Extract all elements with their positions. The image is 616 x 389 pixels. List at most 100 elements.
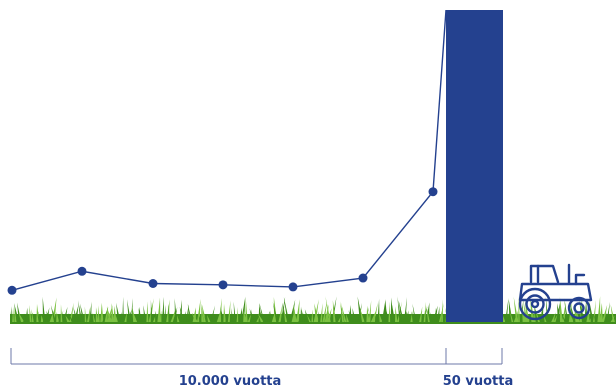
grass-blade: [547, 313, 552, 322]
grass-blade: [179, 306, 185, 322]
grass-blade: [273, 297, 278, 322]
grass-blade: [176, 314, 180, 322]
data-point-2: [148, 279, 158, 288]
grass-blade: [183, 311, 187, 322]
grass-blade: [210, 314, 215, 322]
grass-blade: [216, 309, 221, 322]
grass-blade: [46, 310, 51, 322]
grass-blade: [95, 307, 99, 322]
grass-blade: [213, 313, 217, 322]
grass-blade: [115, 314, 119, 322]
grass-blade: [12, 307, 14, 322]
grass-blade: [18, 312, 25, 322]
grass-blade: [10, 306, 12, 322]
grass-blade: [143, 305, 147, 322]
grass-blade: [278, 305, 283, 322]
span-label-10000-years: 10.000 vuotta: [179, 374, 282, 389]
data-point-4: [288, 282, 298, 292]
grass-blade: [296, 299, 300, 322]
grass-blade: [426, 305, 430, 322]
grass-blade: [370, 310, 377, 322]
grass-blade: [257, 313, 264, 322]
grass-blade: [271, 315, 275, 322]
data-point-0: [7, 285, 17, 295]
grass-ground: [10, 314, 616, 324]
data-point-6: [428, 187, 438, 197]
grass-blade: [610, 304, 615, 322]
grass-blade: [269, 310, 272, 322]
grass-blade: [170, 308, 176, 322]
grass-blade: [267, 311, 271, 322]
grass-blade: [388, 301, 391, 322]
grass-blade: [138, 307, 143, 322]
grass-blade: [191, 312, 198, 322]
grass-blade: [364, 307, 369, 322]
grass-blade: [368, 300, 372, 322]
grass-blade: [17, 302, 22, 322]
grass-blade: [89, 301, 92, 322]
grass-blade: [593, 300, 596, 322]
grass-blade: [589, 301, 594, 322]
grass-blade: [564, 298, 569, 322]
grass-blade: [544, 315, 547, 322]
grass-blade: [68, 312, 74, 322]
grass-blade: [313, 299, 319, 322]
grass-blade: [249, 308, 255, 322]
grass-blade: [301, 308, 305, 322]
grass-blade: [395, 306, 398, 322]
grass-blade: [40, 315, 44, 322]
grass-blade: [73, 306, 79, 322]
grass-blade: [154, 310, 158, 322]
grass-blade: [608, 314, 612, 322]
grass-blade: [146, 301, 149, 322]
grass-blade: [366, 305, 370, 322]
grass-blade: [377, 298, 380, 322]
grass-blade: [379, 313, 383, 322]
grass-blade: [14, 302, 20, 322]
grass-blade: [439, 303, 444, 322]
grass-blade: [545, 296, 549, 322]
grass-blade: [201, 304, 207, 322]
grass-blade: [304, 309, 310, 322]
grass-blade: [359, 307, 365, 322]
grass-blade: [231, 308, 234, 322]
grass-blade: [42, 296, 46, 322]
grass-blade: [311, 309, 314, 322]
grass-blade: [384, 304, 390, 322]
grass-blade: [293, 304, 297, 322]
grass-blade: [201, 303, 204, 322]
grass-blade: [283, 297, 290, 322]
grass-blade: [256, 311, 262, 322]
grass-blade: [505, 297, 509, 322]
grass-blade: [100, 302, 104, 322]
grass-blade: [247, 312, 252, 322]
grass-blade: [127, 299, 132, 322]
grass-blade: [518, 296, 520, 322]
grass-blade: [31, 308, 34, 322]
grass-blade: [236, 307, 239, 322]
grass-blade: [73, 305, 79, 322]
grass-blade: [322, 301, 327, 322]
grass-blade: [434, 307, 437, 322]
grass-blade: [272, 301, 279, 322]
grass-blade: [307, 314, 311, 322]
grass-blade: [131, 298, 133, 322]
grass-blade: [300, 306, 303, 322]
grass-blade: [429, 311, 433, 322]
grass-blade: [249, 309, 252, 322]
grass-blade: [593, 313, 598, 322]
grass-blade: [77, 314, 81, 322]
grass-blade: [29, 305, 32, 322]
grass-blade: [98, 305, 100, 322]
grass-blade: [150, 299, 153, 322]
grass-blade: [432, 305, 438, 322]
grass-blade: [348, 310, 353, 322]
grass-blade: [102, 306, 109, 322]
grass-blade: [599, 302, 603, 322]
grass-blade: [84, 306, 87, 322]
grass-blade: [334, 314, 339, 322]
grass-blade: [37, 313, 42, 322]
grass-blade: [337, 313, 343, 322]
span-label-50-years: 50 vuotta: [443, 374, 513, 389]
grass-blade: [157, 297, 161, 322]
